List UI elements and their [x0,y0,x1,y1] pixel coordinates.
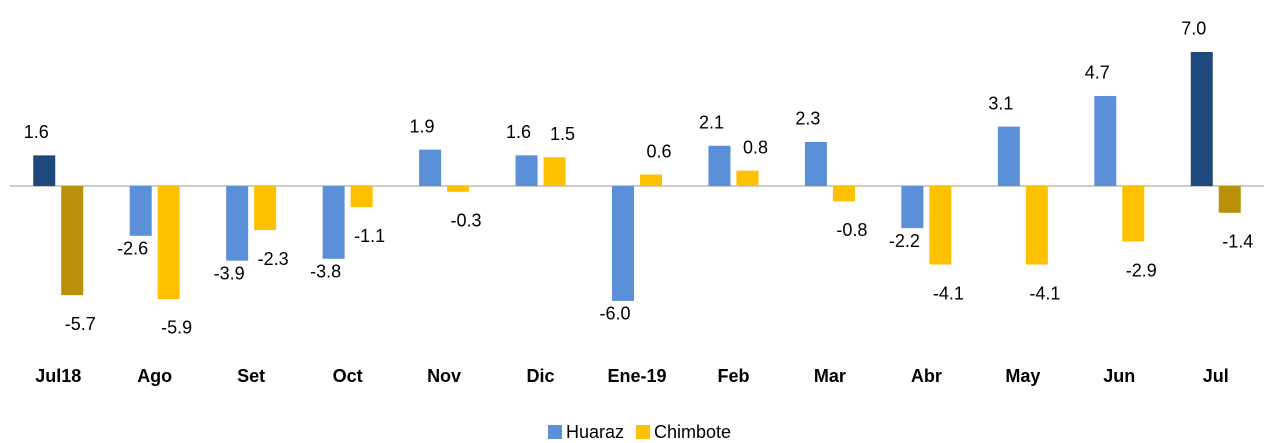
x-tick-label: Jul18 [35,366,81,386]
value-label: -2.9 [1126,260,1157,280]
x-tick-label: Oct [333,366,363,386]
bar [1025,186,1048,265]
value-label: -4.1 [933,283,964,303]
x-tick-label: Abr [911,366,942,386]
value-label: -2.6 [117,239,148,259]
value-label: 4.7 [1085,63,1110,83]
x-tick-label: Ago [137,366,172,386]
value-label: 1.6 [506,122,531,142]
bar [447,186,470,192]
x-tick-label: Feb [717,366,749,386]
value-label: -0.3 [451,210,482,230]
bar [804,141,827,186]
x-tick-label: Dic [527,366,555,386]
bar [226,186,249,261]
value-label: -0.8 [836,220,867,240]
value-label: -1.4 [1222,232,1253,252]
bar [640,174,662,186]
bar [515,155,538,186]
bar [736,170,759,186]
value-label: -3.9 [214,263,245,283]
value-label: -5.7 [65,314,96,334]
bar [1122,186,1145,242]
bar [419,149,442,186]
bar [997,126,1020,186]
bar [157,186,180,299]
value-label: 2.1 [699,113,724,133]
legend-swatch [636,425,651,439]
bar [832,186,855,202]
legend-swatch [548,425,562,439]
x-tick-label: Set [237,366,265,386]
value-label: -6.0 [599,304,630,324]
value-label: 1.9 [410,116,435,136]
value-label: -3.8 [310,262,341,282]
bar [350,186,373,208]
bar [33,155,56,186]
x-tick-label: May [1005,366,1040,386]
bar [543,157,566,186]
bar [901,186,924,229]
value-label: -1.1 [354,226,385,246]
x-tick-label: Nov [427,366,461,386]
value-label: -4.1 [1029,283,1060,303]
x-tick-label: Jul [1203,366,1229,386]
value-label: 1.6 [24,122,49,142]
value-label: -5.9 [161,318,192,338]
value-label: 1.5 [550,124,575,144]
x-tick-label: Ene-19 [607,366,666,386]
value-label: 2.3 [795,109,820,129]
value-label: -2.2 [889,231,920,251]
bar [929,186,952,265]
value-label: 3.1 [988,93,1013,113]
value-label: -2.3 [258,249,289,269]
bar [708,145,731,186]
bar [612,186,634,301]
value-label: 0.6 [646,141,671,161]
bar [322,186,345,259]
bar [61,186,84,296]
bar [1094,95,1117,186]
value-label: 7.0 [1181,19,1206,39]
bar [254,186,277,231]
x-tick-label: Mar [814,366,846,386]
value-label: 0.8 [743,137,768,157]
bar [129,186,152,236]
legend-label: Huaraz [566,422,624,442]
x-tick-label: Jun [1103,366,1135,386]
legend-label: Chimbote [654,422,731,442]
bar [1218,186,1241,213]
bar [1190,51,1213,187]
